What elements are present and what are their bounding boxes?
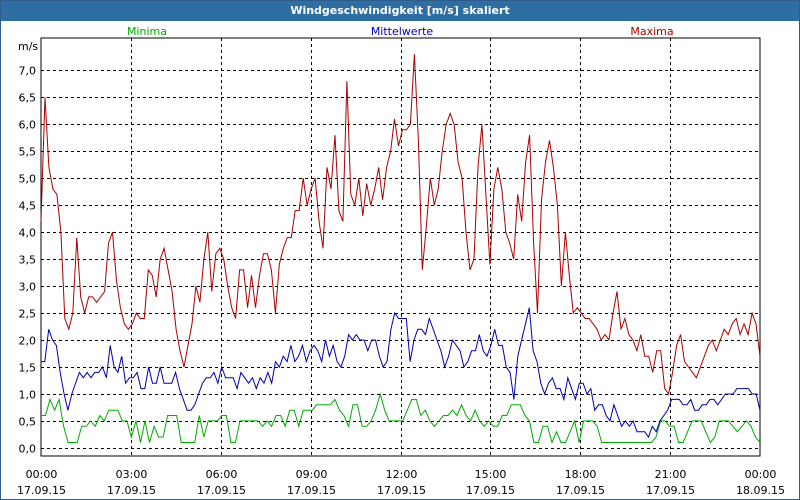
legend-maxima: Maxima: [630, 25, 673, 38]
x-tick-time: 09:00: [296, 468, 328, 481]
x-tick-date: 17.09.15: [556, 484, 605, 497]
x-tick-time: 03:00: [116, 468, 148, 481]
x-tick-date: 17.09.15: [466, 484, 515, 497]
y-tick-label: 3,5: [19, 254, 37, 267]
x-tick-time: 00:00: [745, 468, 777, 481]
legend-minima: Minima: [127, 25, 167, 38]
x-tick-time: 00:00: [26, 468, 58, 481]
x-tick-time: 18:00: [565, 468, 597, 481]
legend-mittelwerte: Mittelwerte: [371, 25, 434, 38]
x-tick-date: 18.09.15: [736, 484, 785, 497]
plot-frame: [40, 37, 761, 457]
y-tick-label: 4,5: [19, 200, 37, 213]
x-tick-time: 06:00: [206, 468, 238, 481]
x-tick-time: 15:00: [475, 468, 507, 481]
y-tick-label: 4,0: [19, 227, 37, 240]
x-tick-time: 12:00: [386, 468, 418, 481]
x-tick-date: 17.09.15: [377, 484, 426, 497]
y-tick-label: 3,0: [19, 281, 37, 294]
x-tick-date: 17.09.15: [287, 484, 336, 497]
x-tick-time: 21:00: [655, 468, 687, 481]
x-tick-date: 17.09.15: [17, 484, 66, 497]
y-tick-label: 5,0: [19, 173, 37, 186]
x-tick-date: 17.09.15: [107, 484, 156, 497]
y-tick-label: 7,0: [19, 65, 37, 78]
y-tick-label: 5,5: [19, 146, 37, 159]
y-axis-label: m/s: [18, 40, 38, 53]
x-tick-date: 17.09.15: [646, 484, 695, 497]
y-tick-label: 2,0: [19, 335, 37, 348]
y-tick-label: 6,5: [19, 92, 37, 105]
window-title: Windgeschwindigkeit [m/s] skaliert: [1, 1, 799, 21]
y-tick-label: 1,5: [19, 362, 37, 375]
series-line-minima: [41, 392, 761, 445]
plot-area: 0,0 0,5 1,0 1,5 2,0 2,5 3,0 3,5 4,0 4,5 5,0 5,5 6,0 6…: [17, 25, 785, 497]
y-tick-label: 2,5: [19, 308, 37, 321]
y-tick-label: 0,0: [19, 443, 37, 456]
y-tick-label: 6,0: [19, 119, 37, 132]
y-tick-label: 1,0: [19, 389, 37, 402]
series-line-maxima: [40, 54, 761, 396]
series-line-mittelwerte: [41, 307, 761, 439]
x-tick-date: 17.09.15: [197, 484, 246, 497]
y-tick-label: 0,5: [19, 416, 37, 429]
